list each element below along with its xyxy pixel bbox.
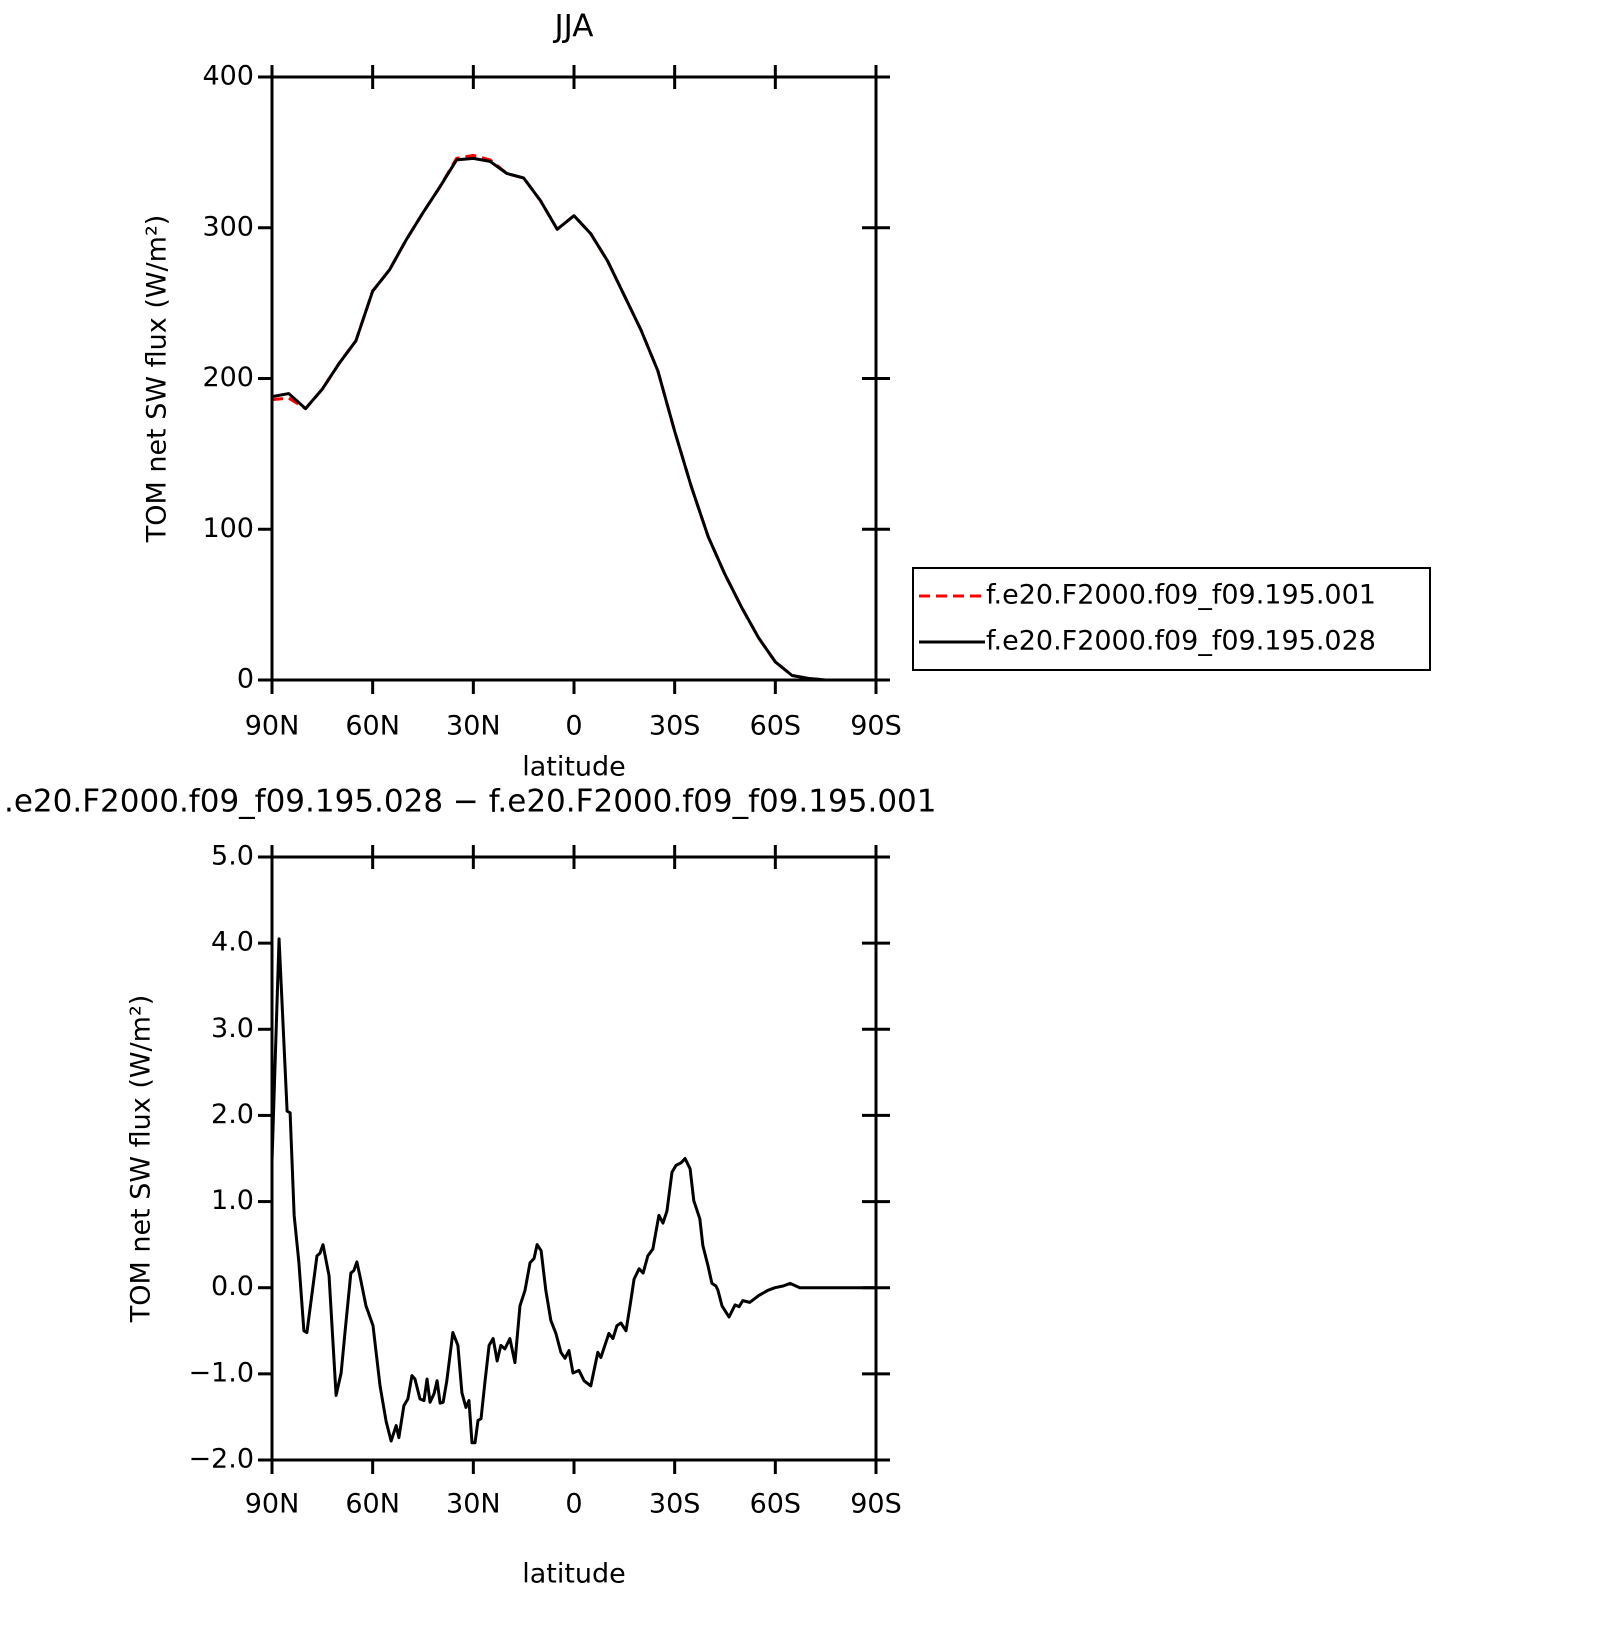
y-axis-label: TOM net SW flux (W/m²) (142, 215, 173, 544)
chart-title: .e20.F2000.f09_f09.195.028 − f.e20.F2000… (4, 784, 936, 820)
x-tick-label: 30N (446, 711, 501, 742)
x-tick-label: 60S (750, 711, 802, 742)
y-tick-label: 400 (202, 61, 254, 92)
x-tick-label: 0 (565, 711, 582, 742)
y-tick-label: 0 (237, 664, 254, 695)
x-axis-label: latitude (522, 752, 626, 783)
x-tick-label: 30S (649, 1489, 701, 1520)
legend-label: f.e20.F2000.f09_f09.195.001 (986, 580, 1376, 611)
x-tick-label: 30N (446, 1489, 501, 1520)
y-axis-label: TOM net SW flux (W/m²) (126, 995, 157, 1324)
data-line (271, 156, 876, 682)
legend-box (912, 567, 1431, 671)
x-axis-label: latitude (522, 1559, 626, 1590)
x-tick-label: 90N (245, 711, 300, 742)
data-line (271, 153, 876, 682)
y-tick-label: 0.0 (211, 1271, 254, 1302)
data-line (270, 937, 876, 1445)
plot-frame (270, 855, 878, 1462)
y-tick-label: 4.0 (211, 927, 254, 958)
legend-label: f.e20.F2000.f09_f09.195.028 (986, 626, 1376, 657)
y-tick-label: −2.0 (188, 1444, 254, 1475)
x-tick-label: 90S (850, 711, 902, 742)
y-tick-label: −1.0 (188, 1357, 254, 1388)
x-tick-label: 0 (565, 1489, 582, 1520)
y-tick-label: 300 (202, 211, 254, 242)
y-tick-label: 2.0 (211, 1099, 254, 1130)
x-tick-label: 60N (345, 711, 400, 742)
x-tick-label: 30S (649, 711, 701, 742)
y-tick-label: 3.0 (211, 1013, 254, 1044)
x-tick-label: 90N (245, 1489, 300, 1520)
plot-frame (270, 75, 878, 682)
x-tick-label: 60S (750, 1489, 802, 1520)
y-tick-label: 1.0 (211, 1185, 254, 1216)
y-tick-label: 200 (202, 362, 254, 393)
chart-title: JJA (553, 9, 594, 45)
y-tick-label: 5.0 (211, 841, 254, 872)
x-tick-label: 60N (345, 1489, 400, 1520)
x-tick-label: 90S (850, 1489, 902, 1520)
y-tick-label: 100 (202, 513, 254, 544)
